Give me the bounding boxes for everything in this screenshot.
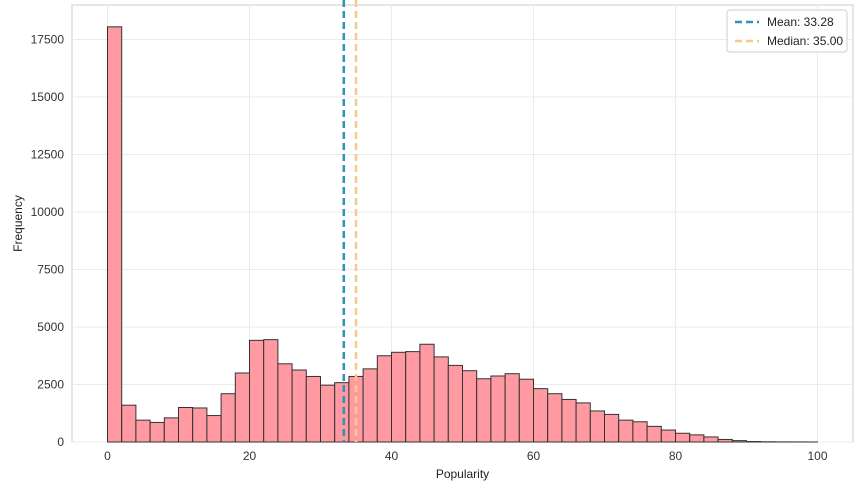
histogram-bar xyxy=(504,373,520,443)
histogram-bar xyxy=(675,432,691,443)
histogram-bar xyxy=(589,410,605,443)
y-tick-label: 17500 xyxy=(31,33,65,47)
histogram-bar xyxy=(604,413,620,443)
histogram-bar xyxy=(249,339,265,443)
histogram-bar xyxy=(689,434,705,443)
histogram-bar xyxy=(490,375,506,443)
y-tick-label: 2500 xyxy=(37,378,64,392)
legend: Mean: 33.28 Median: 35.00 xyxy=(726,9,848,53)
histogram-bar xyxy=(362,368,378,443)
y-tick-label: 15000 xyxy=(31,90,65,104)
histogram-bar xyxy=(660,429,676,443)
histogram-bar xyxy=(533,388,549,443)
histogram-bar xyxy=(206,415,222,443)
histogram-bar xyxy=(192,407,208,443)
x-tick-label: 0 xyxy=(104,449,111,463)
histogram-bar xyxy=(178,407,194,443)
y-tick-label: 12500 xyxy=(31,148,65,162)
histogram-bar xyxy=(391,351,407,443)
histogram-bar xyxy=(277,363,293,443)
histogram-bar xyxy=(263,339,279,443)
histogram-bar xyxy=(433,356,449,443)
x-axis-label: Popularity xyxy=(436,467,489,481)
histogram-bar xyxy=(291,369,307,443)
y-tick-label: 5000 xyxy=(37,320,64,334)
x-tick-label: 80 xyxy=(669,449,683,463)
histogram-bar xyxy=(419,343,435,443)
histogram-bar xyxy=(149,421,165,443)
x-tick-label: 40 xyxy=(385,449,399,463)
histogram-bar xyxy=(163,417,180,443)
histogram-bar xyxy=(121,404,137,443)
reference-lines xyxy=(342,0,358,442)
histogram-bar xyxy=(618,419,634,443)
histogram-bar xyxy=(476,378,492,443)
histogram-bars xyxy=(107,26,818,443)
histogram-bar xyxy=(305,375,321,443)
histogram-bar xyxy=(462,370,478,443)
y-axis-ticks: 0 2500 5000 7500 10000 12500 15000 17500 xyxy=(31,33,65,450)
histogram-bar xyxy=(234,372,251,443)
histogram-bar xyxy=(376,355,392,443)
x-tick-label: 60 xyxy=(527,449,541,463)
y-axis-label: Frequency xyxy=(11,195,25,252)
histogram-bar xyxy=(632,421,648,443)
histogram-bar xyxy=(135,419,151,443)
histogram-bar xyxy=(703,436,719,443)
histogram-bar xyxy=(334,382,350,443)
histogram-bar xyxy=(447,364,463,443)
y-tick-label: 10000 xyxy=(31,205,65,219)
histogram-bar xyxy=(561,398,577,443)
histogram-bar xyxy=(575,402,591,443)
histogram-bar xyxy=(518,378,534,443)
legend-mean-label: Mean: 33.28 xyxy=(767,15,834,29)
histogram-bar xyxy=(107,26,123,443)
histogram-bar xyxy=(547,393,563,443)
x-tick-label: 100 xyxy=(807,449,827,463)
y-tick-label: 7500 xyxy=(37,263,64,277)
x-tick-label: 20 xyxy=(243,449,257,463)
histogram-bar xyxy=(320,384,336,443)
histogram-bar xyxy=(646,425,662,443)
y-tick-label: 0 xyxy=(57,435,64,449)
histogram-bar xyxy=(731,440,747,443)
histogram-bar xyxy=(220,393,236,443)
legend-median-label: Median: 35.00 xyxy=(767,34,843,48)
x-axis-ticks: 0 20 40 60 80 100 xyxy=(104,449,828,463)
histogram-bar xyxy=(717,438,733,443)
histogram-bar xyxy=(405,351,421,443)
